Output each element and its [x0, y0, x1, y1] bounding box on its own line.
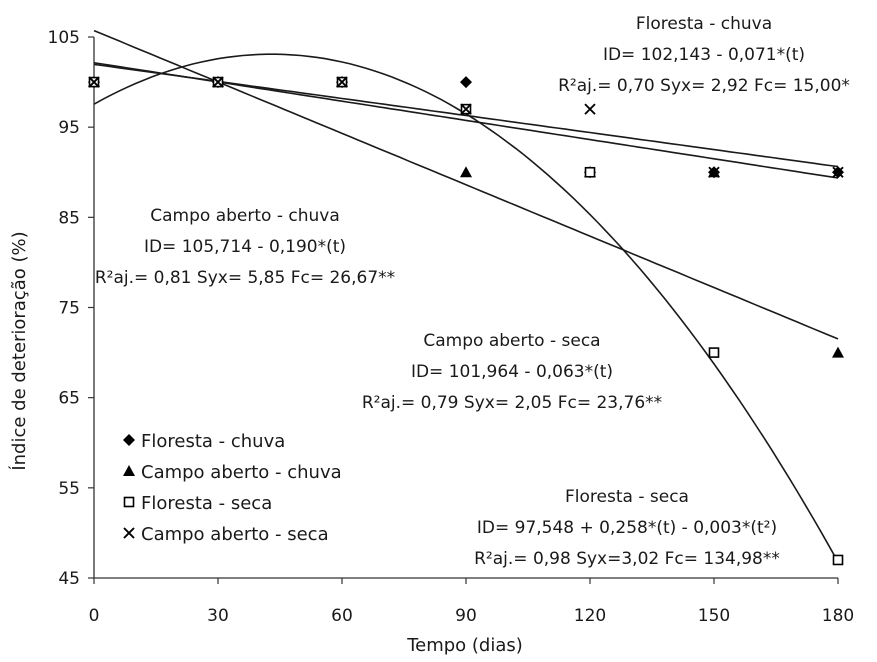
annotation-line: ID= 105,714 - 0,190*(t) [144, 237, 346, 257]
y-tick-label: 85 [58, 208, 80, 228]
legend-label: Floresta - chuva [141, 431, 285, 452]
legend: Floresta - chuva Campo aberto - chuva Flor… [123, 431, 342, 545]
data-point [460, 76, 472, 89]
y-tick-label: 105 [48, 28, 80, 48]
data-point [832, 346, 844, 358]
x-tick-label: 180 [822, 606, 854, 626]
data-point [88, 76, 100, 88]
legend-label: Floresta - seca [141, 493, 272, 514]
data-point [212, 76, 224, 88]
legend-marker [123, 465, 135, 476]
annotation-line: R²aj.= 0,79 Syx= 2,05 Fc= 23,76** [362, 393, 662, 413]
data-point [336, 76, 348, 88]
y-tick-label: 65 [58, 389, 80, 409]
annotation-line: ID= 101,964 - 0,063*(t) [411, 362, 613, 382]
x-tick-label: 150 [698, 606, 730, 626]
data-point [460, 103, 472, 115]
annotation-line: ID= 102,143 - 0,071*(t) [603, 45, 805, 65]
legend-marker [123, 496, 135, 508]
x-axis-title: Tempo (dias) [406, 635, 523, 656]
x-tick-label: 60 [331, 606, 353, 626]
annotation-line: ID= 97,548 + 0,258*(t) - 0,003*(t²) [477, 518, 777, 538]
legend-label: Campo aberto - chuva [141, 462, 342, 483]
annotation-line: Floresta - seca [565, 487, 689, 507]
annotation-line: Campo aberto - seca [423, 331, 600, 351]
annotation-line: R²aj.= 0,70 Syx= 2,92 Fc= 15,00* [558, 76, 850, 96]
y-tick-label: 95 [58, 118, 80, 138]
legend-marker [123, 527, 135, 539]
x-tick-label: 0 [89, 606, 100, 626]
data-point [584, 103, 596, 115]
y-tick-label: 45 [58, 569, 80, 589]
annotation-line: Floresta - chuva [636, 14, 772, 34]
axes: 0 30 60 90 120 150 180 45 55 65 75 85 95 105 [48, 28, 855, 626]
fit-line [93, 53, 839, 563]
annotation-line: R²aj.= 0,81 Syx= 5,85 Fc= 26,67** [95, 268, 395, 288]
data-point [584, 166, 596, 178]
data-point [708, 347, 720, 358]
data-points [88, 76, 844, 566]
x-tick-label: 30 [207, 606, 229, 626]
x-tick-label: 120 [574, 606, 606, 626]
annotation-line: Campo aberto - chuva [150, 206, 339, 226]
y-tick-label: 75 [58, 299, 80, 319]
data-point [460, 166, 472, 178]
y-tick-label: 55 [58, 479, 80, 499]
legend-marker [123, 434, 135, 446]
annotation-line: R²aj.= 0,98 Syx=3,02 Fc= 134,98** [474, 549, 780, 569]
data-point [832, 166, 844, 178]
data-point [832, 554, 844, 566]
annotations: Floresta - chuva ID= 102,143 - 0,071*(t) R… [95, 14, 850, 569]
legend-label: Campo aberto - seca [141, 524, 329, 545]
data-point [708, 166, 720, 178]
x-tick-label: 90 [455, 606, 477, 626]
y-axis-title: Índice de deterioração (%) [8, 231, 30, 470]
